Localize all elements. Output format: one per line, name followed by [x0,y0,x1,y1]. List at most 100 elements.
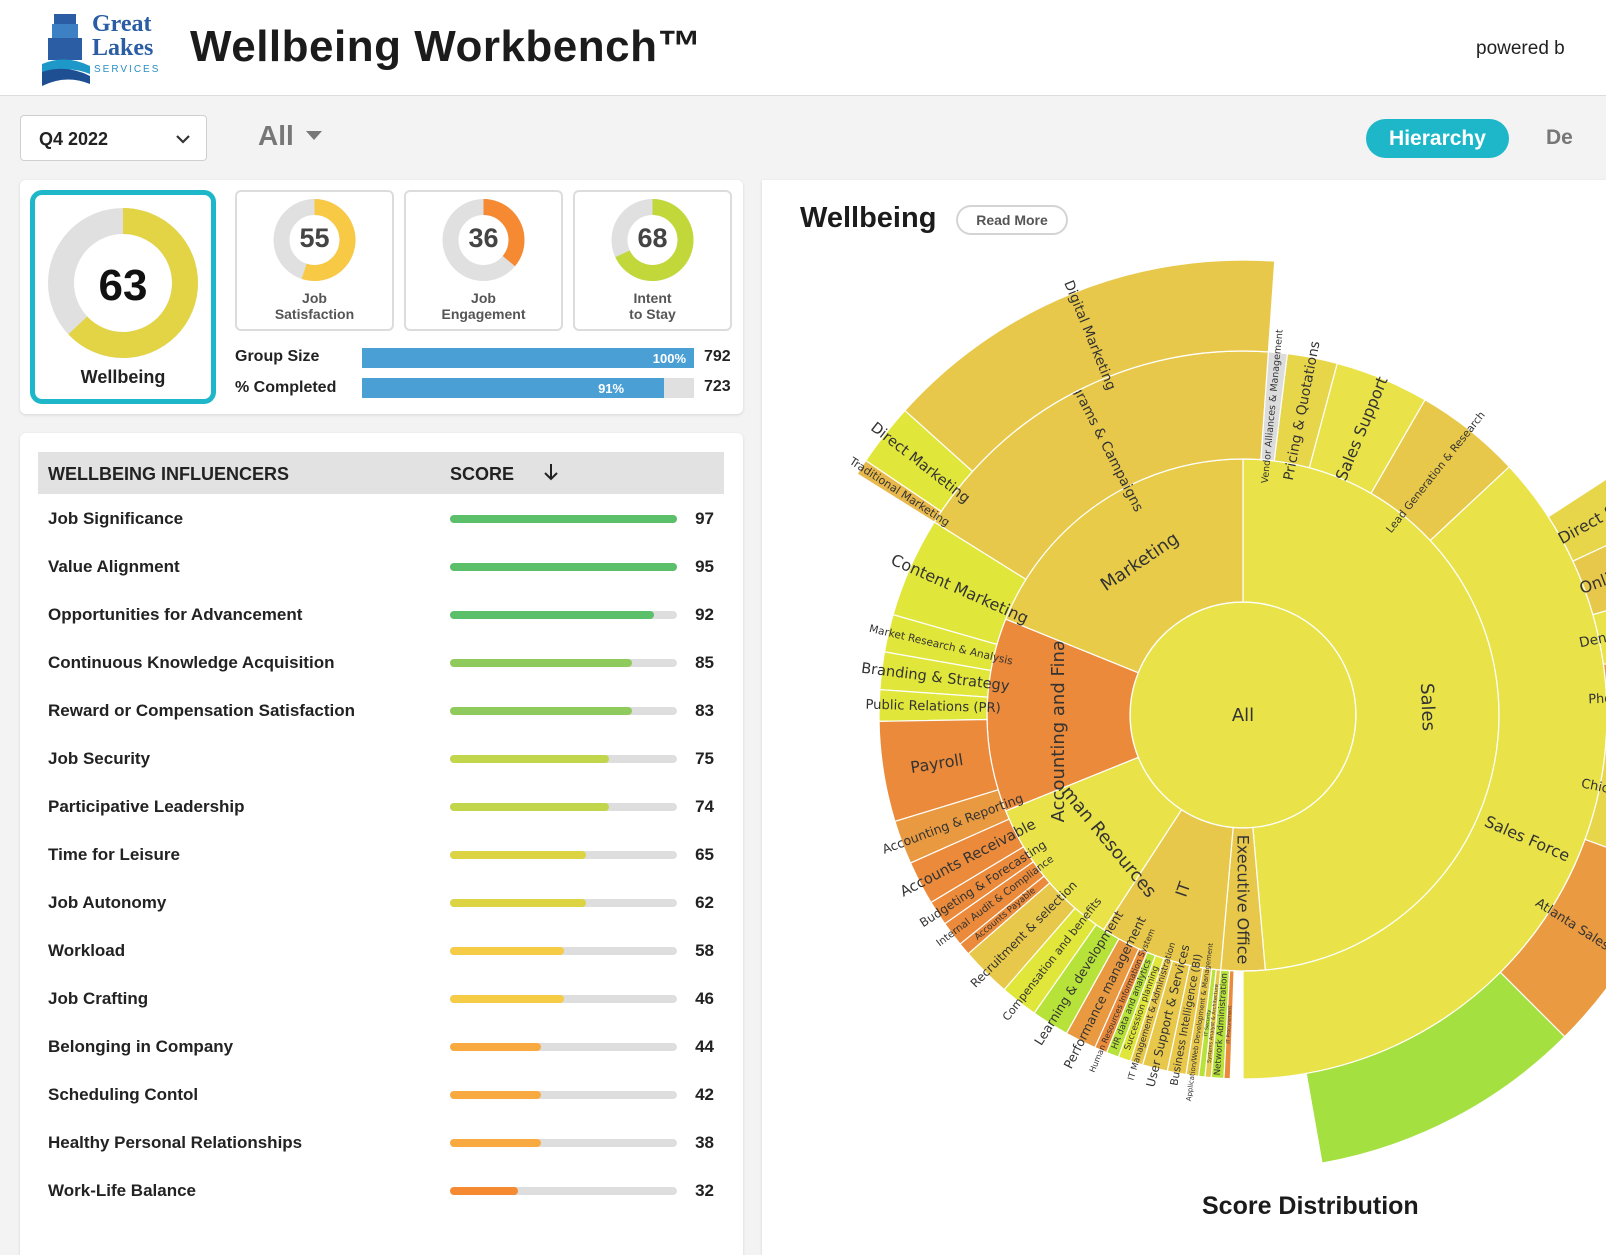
influencers-card: WELLBEING INFLUENCERS SCORE Job Signific… [20,433,743,1255]
influencer-score-fill [450,1043,541,1051]
influencer-row[interactable]: Workload 58 [48,937,718,967]
wellbeing-tile[interactable]: 63 Wellbeing [30,190,216,404]
sunburst-label-public-relations-pr: Public Relations (PR) [865,698,1001,717]
sunburst-segment-business-intelligence-bi[interactable] [1166,964,1204,1076]
sunburst-segment-recruitment-selection[interactable] [967,882,1076,991]
sunburst-segment-sales-support[interactable] [1308,362,1426,495]
sunburst-segment-accounts-payable[interactable] [959,875,1051,955]
sunburst-segment-payroll[interactable] [878,718,999,823]
wellbeing-score: 63 [98,261,148,310]
intent-to-stay-tile[interactable]: 68 Intent to Stay [573,190,732,331]
sunburst-label-it: IT [1172,879,1195,899]
influencer-score-bar [450,563,677,571]
influencers-column-header[interactable]: WELLBEING INFLUENCERS [48,464,289,484]
job-engagement-tile[interactable]: 36 Job Engagement [404,190,563,331]
tile-label: Job [471,290,496,306]
influencer-row[interactable]: Job Crafting 46 [48,985,718,1015]
influencer-score: 58 [695,941,714,960]
influencer-row[interactable]: Job Security 75 [48,745,718,775]
influencer-score-bar [450,515,677,523]
period-select[interactable]: Q4 2022 [20,115,207,161]
sunburst-segment-user-support-services[interactable] [1141,960,1191,1072]
logo-text: Lakes [92,35,154,61]
influencer-name: Time for Leisure [48,845,180,864]
sunburst-segment-lead-generation-research[interactable] [1370,398,1511,542]
sunburst-segment-traditional-marketing[interactable] [856,459,943,523]
influencer-score: 95 [695,557,714,576]
influencer-name: Job Significance [48,509,184,528]
influencer-score-fill [450,707,632,715]
wellbeing-donut [48,208,198,358]
influencer-score-fill [450,995,564,1003]
influencer-name: Job Security [48,749,151,768]
score-column-header[interactable]: SCORE [450,464,515,484]
group-filter[interactable]: All [258,120,294,151]
sunburst-segment-direct-marketing[interactable] [864,409,974,513]
sunburst-segment-sales-force[interactable] [1242,465,1606,1080]
tile-label: Satisfaction [274,306,355,322]
influencer-score: 74 [695,797,714,816]
influencer-name: Healthy Personal Relationships [48,1133,303,1152]
job-engagement-donut [442,199,525,281]
influencer-score-fill [450,515,677,523]
job-satisfaction-tile[interactable]: 55 Job Satisfaction [235,190,394,331]
completed-label: % Completed [235,379,337,396]
influencer-row[interactable]: Opportunities for Advancement 92 [48,601,718,631]
sunburst-segment-chicago-sales-team[interactable] [1584,733,1606,871]
influencer-score-fill [450,1139,541,1147]
sunburst-segment-performance-management[interactable] [1065,938,1140,1049]
sunburst-segment-accounts-receivable[interactable] [909,818,1025,904]
influencer-row[interactable]: Belonging in Company 44 [48,1033,718,1063]
influencer-name: Job Autonomy [48,893,167,912]
sunburst-segment-succession-planning[interactable] [1117,954,1165,1062]
sunburst-segment-public-relations-pr[interactable] [878,688,989,722]
sunburst-segment-phoenix-sales-team[interactable] [1602,652,1606,739]
influencer-row[interactable]: Participative Leadership 74 [48,793,718,823]
sunburst-segment-it-management-administration[interactable] [1129,957,1174,1066]
influencer-score: 46 [695,989,714,1008]
influencer-row[interactable]: Scheduling Contol 42 [48,1081,718,1111]
hierarchy-tab[interactable]: Hierarchy [1366,119,1509,158]
sunburst-segment-human-resources-information-system[interactable] [1094,948,1148,1054]
influencer-row[interactable]: Healthy Personal Relationships 38 [48,1129,718,1159]
sunburst-segment-online-sales[interactable] [1572,523,1606,616]
influencer-score-fill [450,899,587,907]
influencer-row[interactable]: Reward or Compensation Satisfaction 83 [48,697,718,727]
influencer-score: 62 [695,893,714,912]
influencer-name: Participative Leadership [48,797,245,816]
sunburst-segment-internal-audit-compliance[interactable] [943,861,1045,945]
sunburst-segment-hr-data-and-analytics[interactable] [1105,951,1157,1058]
caret-down-icon[interactable] [306,131,322,140]
sunburst-segment-pricing-quotations[interactable] [1273,353,1338,469]
influencer-score: 44 [695,1037,714,1056]
influencer-row[interactable]: Job Significance 97 [48,505,718,535]
sunburst-segment-budgeting-forecasting[interactable] [930,846,1035,925]
sunburst-segment-application-web-development-management[interactable] [1185,967,1213,1077]
completed-count: 723 [704,378,731,395]
sunburst-segment-digital-marketing[interactable] [904,259,1276,473]
influencer-score-bar [450,1043,677,1051]
sunburst-segment-branding-strategy[interactable] [879,651,992,698]
read-more-button[interactable]: Read More [956,205,1068,235]
logo-subtext: SERVICES [94,64,161,75]
sunburst-segment-vendor-alliances-management[interactable] [1260,351,1289,462]
sunburst-segment-learning-development[interactable] [1033,923,1120,1035]
influencer-score-fill [450,803,609,811]
sunburst-segment-it-procurement[interactable] [1223,970,1235,1080]
influencer-row[interactable]: Time for Leisure 65 [48,841,718,871]
influencer-score-bar [450,1187,677,1195]
sunburst-segment-unlabeled[interactable] [1305,971,1566,1164]
tile-label: Engagement [441,306,526,322]
sunburst-segment-compensation-and-benefits[interactable] [1003,907,1097,1015]
influencer-row[interactable]: Value Alignment 95 [48,553,718,583]
next-tab[interactable]: De [1546,126,1573,149]
arrow-down-icon[interactable] [542,461,560,489]
influencer-row[interactable]: Work-Life Balance 32 [48,1177,718,1207]
influencer-score-bar [450,755,677,763]
influencer-score-bar [450,947,677,955]
influencer-row[interactable]: Continuous Knowledge Acquisition 85 [48,649,718,679]
sunburst-segment-accounting-reporting[interactable] [894,789,1010,864]
sunburst-segment-content-marketing[interactable] [892,521,1027,646]
influencer-row[interactable]: Job Autonomy 62 [48,889,718,919]
